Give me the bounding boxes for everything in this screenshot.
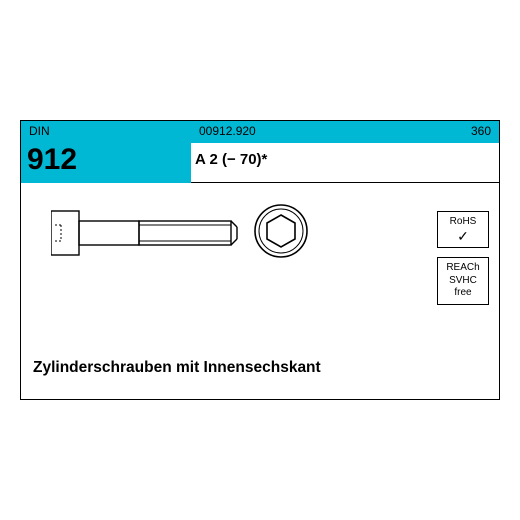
product-code: 00912.920 bbox=[191, 121, 439, 143]
screw-side-view-icon bbox=[51, 203, 241, 263]
diagram-area: RoHS ✓ REACh SVHC free Zylinderschrauben… bbox=[21, 183, 499, 399]
reach-line3: free bbox=[440, 287, 486, 300]
header-band: DIN 00912.920 360 912 A 2 (− 70)* bbox=[21, 121, 499, 183]
check-icon: ✓ bbox=[440, 229, 486, 243]
ref-number: 360 bbox=[439, 121, 499, 143]
standard-number: 912 bbox=[21, 143, 191, 183]
reach-line2: SVHC bbox=[440, 275, 486, 288]
material-spec: A 2 (− 70)* bbox=[191, 143, 499, 183]
reach-line1: REACh bbox=[440, 262, 486, 275]
rohs-label: RoHS bbox=[440, 216, 486, 229]
rohs-badge: RoHS ✓ bbox=[437, 211, 489, 248]
header-top-row: DIN 00912.920 360 bbox=[21, 121, 499, 143]
screw-end-view-icon bbox=[251, 201, 311, 261]
spec-card: DIN 00912.920 360 912 A 2 (− 70)* bbox=[20, 120, 500, 400]
product-description: Zylinderschrauben mit Innensechskant bbox=[33, 359, 321, 377]
header-bottom-row: 912 A 2 (− 70)* bbox=[21, 143, 499, 183]
standard-label: DIN bbox=[21, 121, 191, 143]
reach-badge: REACh SVHC free bbox=[437, 257, 489, 305]
